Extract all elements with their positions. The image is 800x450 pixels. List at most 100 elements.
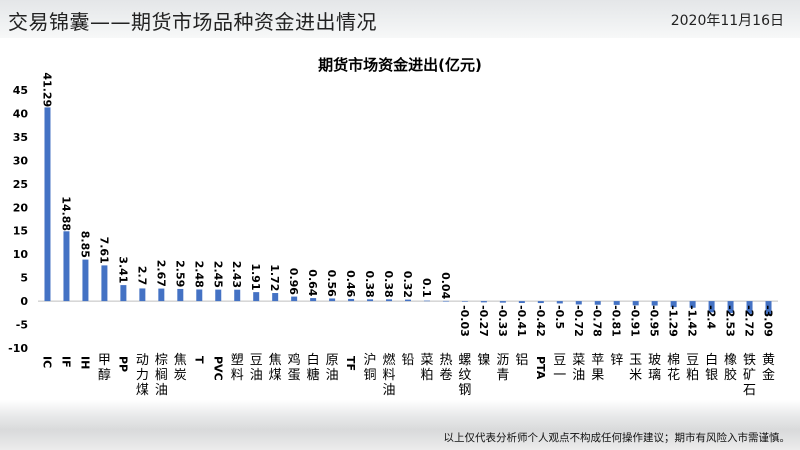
y-tick-label: 40 [13,107,29,120]
category-label: 菜粕 [420,353,433,383]
category-label: 铅 [401,353,414,368]
category-label: 豆粕 [686,353,699,383]
fund-flow-chart: 期货市场资金进出(亿元) -10 -5 0 5 10 15 20 25 30 35 40 45 41.… [8,56,778,398]
bar [310,298,317,302]
category-label: 铁矿石 [743,353,756,398]
bar [651,301,658,306]
bar [746,301,753,314]
bar-value-label: -0.72 [572,305,585,337]
category-label: PVC [211,356,224,381]
category-label: IF [59,356,72,368]
bar-value-label: -0.41 [515,305,528,337]
bar [480,301,487,303]
y-tick-label: 0 [20,295,28,308]
bar-value-label: 0.56 [325,270,338,297]
category-label: 玻璃 [648,353,661,383]
category-label: 锌 [610,353,623,368]
category-label: 甲醇 [98,353,111,383]
bar [158,288,165,302]
bar-value-label: 8.85 [78,231,91,258]
bar-value-label: 2.7 [135,266,148,286]
bar-value-label: 1.91 [249,263,262,290]
category-label: 铝 [515,353,528,368]
bar-value-label: 0.1 [420,278,433,298]
footer-band [0,400,800,450]
bar [177,288,184,302]
category-label: T [192,356,205,364]
bar-series [44,107,772,316]
category-label: 沥青 [496,353,509,383]
bar-value-label: 14.88 [59,196,72,231]
bar [348,298,355,302]
bar-value-label: 2.45 [211,261,224,288]
category-label: 菜油 [572,353,585,383]
bar-value-label: 0.96 [287,268,300,295]
y-tick-label: 20 [13,201,29,214]
category-label: 燃料油 [383,352,396,398]
bar-value-label: -0.81 [610,305,623,337]
category-label: 白糖 [307,352,320,383]
category-label: 豆油 [250,353,263,383]
category-label: 焦炭 [174,353,187,383]
bar [139,288,146,302]
y-tick-label: 30 [13,154,29,167]
category-label: 鸡蛋 [288,352,301,383]
category-label: 镍 [477,353,490,368]
bar [689,301,696,308]
y-tick-label: 45 [13,84,28,97]
bar [253,292,260,302]
chart-title: 期货市场资金进出(亿元) [318,56,482,74]
bar [670,301,677,308]
bar [442,300,449,302]
category-label: PTA [534,356,547,380]
bar-value-label: 2.43 [230,261,243,288]
category-label: IH [78,356,91,369]
y-tick-label: 25 [13,178,28,191]
bar-value-label: -1.42 [686,305,699,337]
bar-value-label: -2.4 [705,305,718,329]
bar [765,301,772,316]
bar-value-label: 2.48 [192,261,205,288]
bar [386,299,393,302]
bar [63,231,70,302]
category-label: PP [116,356,129,372]
bar-value-label: -0.27 [477,305,490,337]
bar-value-label: 3.41 [116,256,129,283]
category-label: 原油 [326,353,339,383]
disclaimer-text: 以上仅代表分析师个人观点不构成任何操作建议；期市有风险入市需谨慎。 [443,432,791,444]
bar [272,293,279,302]
bar [632,301,639,306]
bar-value-label: 0.38 [382,271,395,298]
category-label: 棕榈油 [155,353,168,398]
category-label: 棉花 [667,353,680,383]
bar [120,285,127,302]
data-labels: 41.29 14.88 8.85 7.61 3.41 2.7 2.67 2.59 2.48 2.4… [40,72,774,336]
bar-value-label: -0.95 [648,305,661,337]
bar-value-label: 41.29 [40,72,53,107]
y-tick-label: -5 [16,319,28,332]
bar [708,301,715,313]
bar-value-label: 2.59 [173,260,186,287]
report-date: 2020年11月16日 [670,13,784,29]
bar [367,299,374,302]
y-tick-label: 10 [13,248,29,261]
bar-value-label: -0.03 [458,305,471,337]
category-label: 玉米 [629,353,642,383]
bar-value-label: -2.53 [724,305,737,337]
bar-value-label: -2.72 [743,305,756,337]
bar-value-label: -0.91 [629,305,642,337]
page-title: 交易锦囊——期货市场品种资金进出情况 [8,10,377,34]
category-label: 塑料 [231,353,244,383]
category-label: TF [344,356,357,371]
bar [575,301,582,305]
category-label: 黄金 [762,353,775,383]
category-label: 橡胶 [724,353,737,383]
bar [537,301,544,304]
category-label: IC [40,356,53,368]
category-label: 焦煤 [269,353,282,383]
bar [291,296,298,302]
bar [556,301,563,304]
category-label: 白银 [705,352,718,383]
category-label: 动力煤 [136,353,149,398]
bar [461,301,468,302]
